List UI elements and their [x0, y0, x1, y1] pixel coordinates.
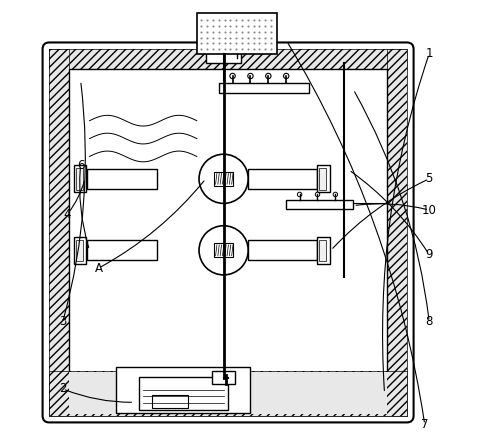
Circle shape	[199, 154, 248, 203]
Text: 6: 6	[77, 159, 85, 172]
FancyBboxPatch shape	[214, 243, 233, 257]
Text: 1: 1	[426, 47, 433, 60]
Text: 3: 3	[59, 315, 66, 329]
FancyBboxPatch shape	[214, 172, 233, 186]
FancyBboxPatch shape	[87, 240, 156, 260]
Text: 7: 7	[421, 418, 428, 431]
FancyBboxPatch shape	[49, 49, 70, 416]
FancyBboxPatch shape	[49, 396, 407, 416]
Circle shape	[199, 226, 248, 275]
FancyBboxPatch shape	[74, 165, 86, 192]
Circle shape	[230, 73, 235, 79]
FancyBboxPatch shape	[70, 69, 387, 396]
FancyBboxPatch shape	[319, 168, 327, 190]
Circle shape	[284, 73, 289, 79]
FancyBboxPatch shape	[49, 371, 407, 416]
Circle shape	[248, 73, 253, 79]
Text: 2: 2	[59, 382, 67, 396]
FancyBboxPatch shape	[76, 168, 83, 190]
Text: A: A	[95, 261, 102, 275]
FancyBboxPatch shape	[116, 367, 251, 413]
Circle shape	[298, 192, 302, 197]
FancyBboxPatch shape	[49, 49, 407, 69]
Text: 9: 9	[426, 248, 433, 261]
Text: 8: 8	[426, 315, 433, 329]
FancyBboxPatch shape	[197, 13, 277, 54]
FancyBboxPatch shape	[317, 237, 330, 264]
FancyBboxPatch shape	[248, 240, 317, 260]
FancyBboxPatch shape	[152, 395, 188, 408]
FancyBboxPatch shape	[76, 240, 83, 261]
FancyBboxPatch shape	[213, 371, 235, 384]
FancyBboxPatch shape	[139, 377, 228, 410]
Circle shape	[315, 192, 320, 197]
FancyBboxPatch shape	[87, 169, 156, 189]
Text: 5: 5	[426, 172, 433, 186]
Text: 10: 10	[422, 203, 437, 217]
FancyBboxPatch shape	[206, 51, 242, 63]
Text: 4: 4	[63, 208, 71, 221]
FancyBboxPatch shape	[70, 372, 387, 414]
FancyBboxPatch shape	[319, 240, 327, 261]
Circle shape	[266, 73, 271, 79]
FancyBboxPatch shape	[286, 200, 353, 209]
FancyBboxPatch shape	[219, 83, 309, 93]
FancyBboxPatch shape	[317, 165, 330, 192]
FancyBboxPatch shape	[74, 237, 86, 264]
FancyBboxPatch shape	[248, 169, 317, 189]
FancyBboxPatch shape	[387, 49, 407, 416]
Circle shape	[333, 192, 338, 197]
